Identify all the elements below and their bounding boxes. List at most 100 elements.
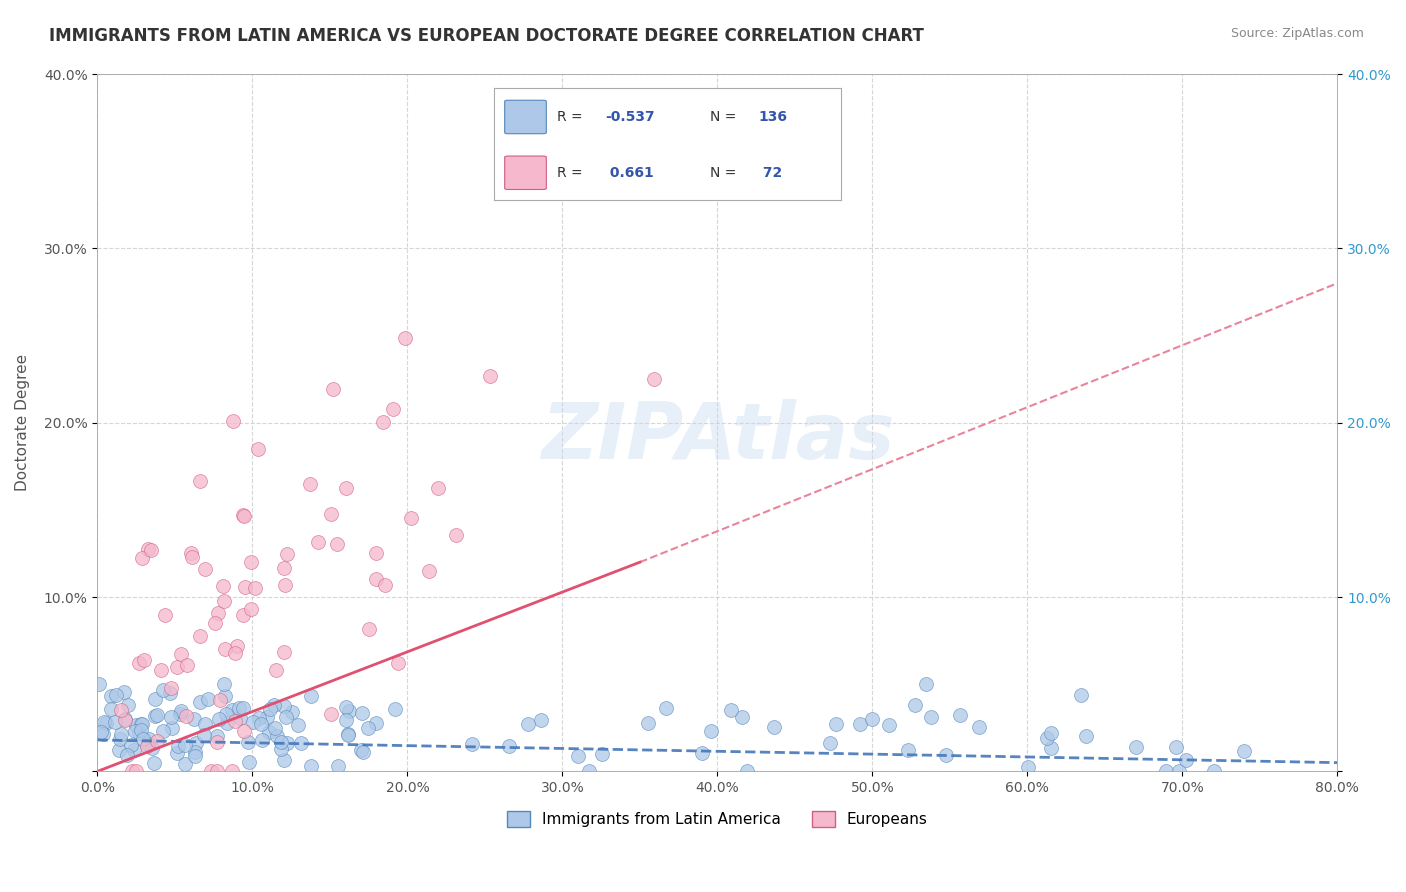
Point [91,727,114,741]
Point [818,737,841,751]
Point [357,622,380,636]
Point [166,659,188,673]
Point [444,527,467,541]
Point [131,716,153,731]
Point [193,728,215,742]
Point [276,548,298,562]
Point [170,704,193,718]
Point [212,677,235,691]
Point [259,702,281,716]
Point [236,735,259,749]
Point [387,656,409,670]
Point [1040,741,1063,756]
Point [578,764,600,779]
Point [174,757,197,772]
Point [824,717,846,731]
Point [257,725,280,739]
Point [188,474,211,488]
Point [215,706,238,721]
Point [183,712,205,726]
Point [155,607,177,622]
Point [328,759,350,773]
Point [591,747,613,761]
Point [337,727,360,741]
Point [100,689,122,703]
Point [100,701,122,715]
Point [141,542,163,557]
Point [138,737,160,751]
Point [159,710,181,724]
Point [567,748,589,763]
Point [920,710,942,724]
Point [208,712,231,726]
Legend: Immigrants from Latin America, Europeans: Immigrants from Latin America, Europeans [501,805,934,833]
Point [239,555,262,569]
Point [143,692,166,706]
Point [114,713,136,727]
Point [643,372,665,386]
Point [110,732,132,747]
Point [112,685,135,699]
Point [183,749,205,764]
Point [146,733,169,747]
Point [301,689,323,703]
Point [190,629,212,643]
Point [637,716,659,731]
Point [205,735,228,749]
Point [221,764,243,779]
Point [242,715,264,730]
Point [233,580,256,594]
Point [478,369,501,384]
Point [176,657,198,672]
Point [90,724,112,739]
Point [461,737,484,751]
Point [143,709,166,723]
Point [188,695,211,709]
Point [243,581,266,595]
Point [132,732,155,747]
Point [247,711,270,725]
Point [915,677,938,691]
Point [273,753,295,767]
Point [224,646,246,660]
Point [1202,764,1225,779]
Point [655,700,678,714]
Point [357,722,380,736]
Point [226,640,249,654]
Point [209,692,232,706]
Point [93,715,115,730]
Point [266,729,288,743]
Point [152,682,174,697]
Point [394,331,416,345]
Point [1166,740,1188,755]
Point [204,615,226,630]
Point [366,546,388,560]
Point [250,717,273,731]
Text: IMMIGRANTS FROM LATIN AMERICA VS EUROPEAN DOCTORATE DEGREE CORRELATION CHART: IMMIGRANTS FROM LATIN AMERICA VS EUROPEA… [49,27,924,45]
Point [1035,731,1057,745]
Point [152,724,174,739]
Text: Source: ZipAtlas.com: Source: ZipAtlas.com [1230,27,1364,40]
Point [319,507,342,521]
Point [184,745,207,759]
Point [232,700,254,714]
Point [117,698,139,713]
Point [170,647,193,661]
Point [274,710,297,724]
Point [121,764,143,779]
Point [129,717,152,731]
Point [221,703,243,717]
Point [166,739,188,753]
Point [339,704,361,718]
Point [274,578,297,592]
Point [197,692,219,706]
Point [184,736,207,750]
Point [205,764,228,779]
Point [131,550,153,565]
Point [374,578,396,592]
Point [250,732,273,747]
Point [263,698,285,713]
Point [256,710,278,724]
Point [222,415,245,429]
Point [935,748,957,763]
